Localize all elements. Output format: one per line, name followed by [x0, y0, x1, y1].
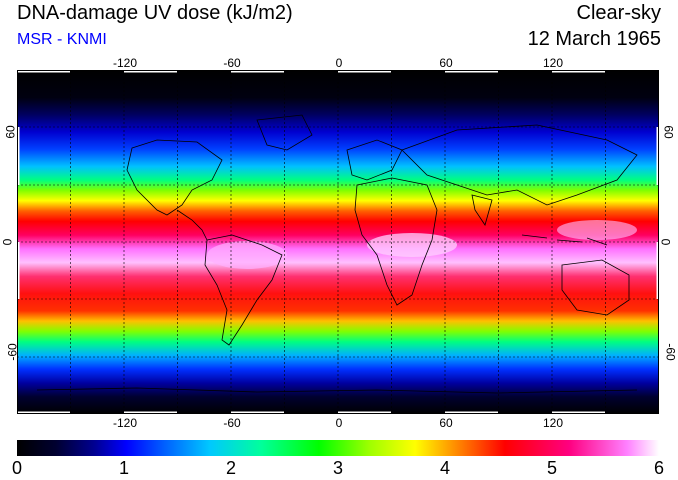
lat-tick-right-0: 0: [658, 238, 673, 246]
scale-label-6: 6: [653, 458, 665, 478]
lon-tick-bottom-120: 120: [542, 416, 564, 430]
lon-tick-top-120: 120: [542, 56, 564, 70]
lon-tick-bottom-60: 60: [439, 416, 453, 430]
scale-label-4: 4: [439, 458, 451, 478]
map-date: 12 March 1965: [527, 28, 661, 50]
scale-label-3: 3: [332, 458, 344, 478]
sky-condition: Clear-sky: [576, 2, 661, 24]
lon-tick-top-minus120: -120: [112, 56, 138, 70]
scale-label-1: 1: [118, 458, 130, 478]
lat-tick-right-minus60: -60: [663, 343, 678, 361]
lon-tick-top-minus60: -60: [223, 56, 241, 70]
scale-label-0: 0: [11, 458, 23, 478]
scale-label-2: 2: [225, 458, 237, 478]
scale-label-5: 5: [546, 458, 558, 478]
lon-tick-top-0: 0: [335, 56, 343, 70]
chart-title: DNA-damage UV dose (kJ/m2): [17, 2, 293, 24]
lon-tick-top-60: 60: [439, 56, 453, 70]
color-scale-bar: [17, 440, 659, 456]
uv-dose-world-map: [17, 70, 659, 414]
lat-tick-left-0: 0: [0, 238, 15, 246]
lon-tick-bottom-0: 0: [335, 416, 343, 430]
lon-tick-bottom-minus120: -120: [112, 416, 138, 430]
lon-tick-bottom-minus60: -60: [223, 416, 241, 430]
lat-tick-left-60: 60: [3, 125, 18, 139]
data-source: MSR - KNMI: [17, 31, 107, 48]
lat-tick-right-60: 60: [661, 125, 676, 139]
